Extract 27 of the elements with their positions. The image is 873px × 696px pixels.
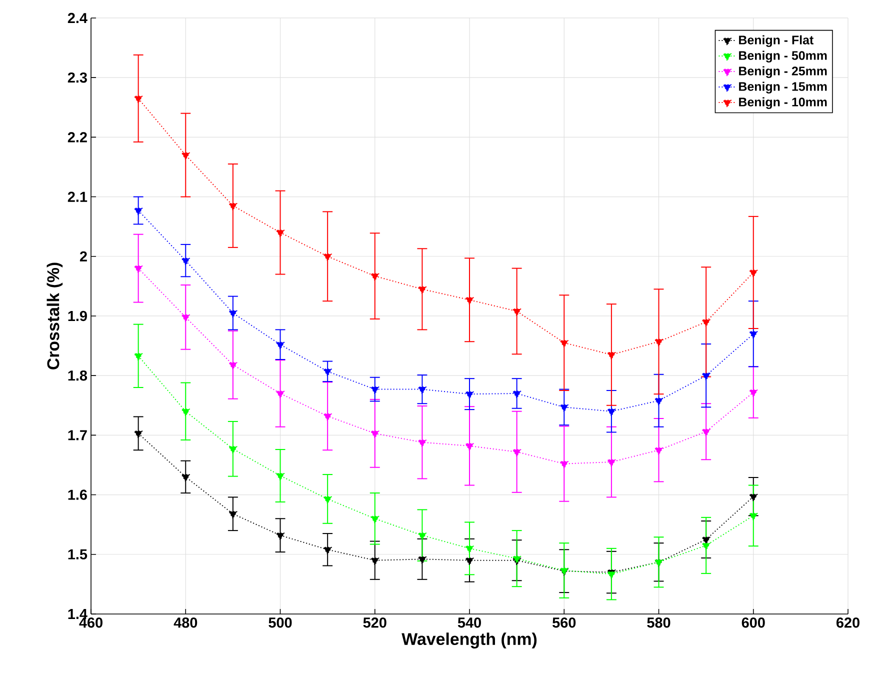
x-axis-title: Wavelength (nm) bbox=[402, 632, 537, 648]
x-tick-label: 560 bbox=[552, 618, 576, 628]
x-tick-label: 480 bbox=[174, 618, 198, 628]
y-tick-label: 2 bbox=[80, 251, 87, 262]
x-tick-label: 600 bbox=[742, 618, 765, 628]
legend-label: Benign - Flat bbox=[739, 35, 814, 47]
y-axis-title: Crosstalk (%) bbox=[46, 262, 63, 370]
y-tick-label: 2.2 bbox=[68, 132, 87, 142]
y-tick-label: 2.4 bbox=[68, 12, 88, 24]
y-tick-label: 1.7 bbox=[68, 430, 87, 440]
x-tick-label: 620 bbox=[836, 618, 860, 628]
x-tick-label: 500 bbox=[268, 618, 292, 628]
y-tick-label: 1.8 bbox=[68, 370, 88, 381]
legend-label: Benign - 50mm bbox=[739, 50, 827, 62]
legend-label: Benign - 25mm bbox=[739, 66, 827, 78]
y-tick-label: 2.3 bbox=[68, 72, 87, 83]
y-tick-label: 1.4 bbox=[68, 609, 88, 619]
x-tick-label: 580 bbox=[647, 618, 670, 628]
y-tick-label: 1.5 bbox=[68, 549, 88, 560]
x-tick-label: 460 bbox=[79, 618, 102, 628]
x-tick-label: 540 bbox=[458, 618, 481, 628]
x-tick-label: 520 bbox=[363, 618, 386, 628]
legend-label: Benign - 10mm bbox=[739, 97, 827, 109]
y-tick-label: 2.1 bbox=[68, 192, 88, 202]
y-tick-label: 1.9 bbox=[68, 310, 87, 322]
y-tick-label: 1.6 bbox=[68, 490, 87, 500]
legend-label: Benign - 15mm bbox=[739, 82, 827, 94]
